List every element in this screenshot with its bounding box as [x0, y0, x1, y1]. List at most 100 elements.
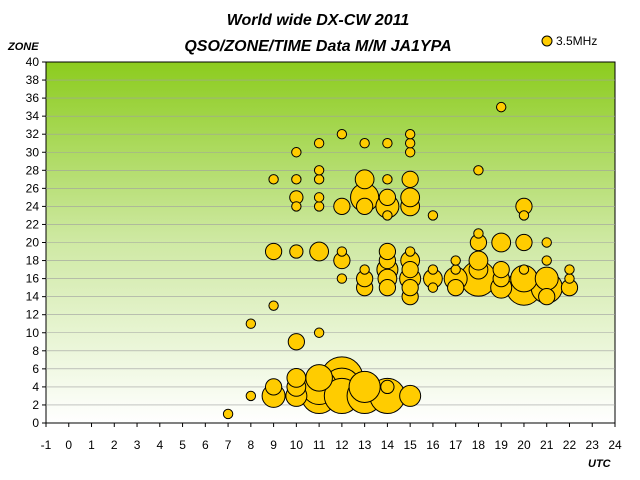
- data-point: [491, 232, 512, 253]
- y-tick-label: 10: [26, 326, 40, 340]
- data-point: [518, 264, 530, 275]
- data-point: [268, 300, 279, 311]
- data-point: [541, 237, 552, 248]
- y-tick-label: 38: [26, 73, 40, 87]
- x-tick-label: 4: [156, 438, 163, 452]
- data-point: [336, 246, 348, 257]
- x-tick-label: 3: [134, 438, 141, 452]
- x-axis-ticks: -1 0 1 2 3 4 5 6 7 8 9 10 11 12 13 14 15 16 17 18 19 20 21 22 23…: [41, 423, 622, 452]
- data-point: [313, 192, 325, 203]
- data-point: [289, 244, 304, 259]
- x-tick-label: 15: [403, 438, 417, 452]
- data-point: [382, 174, 393, 185]
- data-point: [264, 378, 283, 396]
- data-point: [401, 260, 419, 279]
- y-tick-label: 4: [32, 380, 39, 394]
- x-tick-label: 10: [290, 438, 304, 452]
- y-tick-label: 34: [26, 109, 40, 123]
- y-tick-label: 24: [26, 199, 40, 213]
- data-point: [348, 370, 381, 403]
- x-tick-label: 6: [202, 438, 209, 452]
- chart-title: World wide DX-CW 2011: [227, 12, 410, 29]
- x-tick-label: 5: [179, 438, 186, 452]
- data-point: [378, 188, 397, 207]
- data-point: [496, 101, 507, 113]
- legend-label: 3.5MHz: [556, 34, 597, 48]
- y-tick-label: 8: [32, 344, 39, 358]
- data-point: [427, 282, 439, 293]
- data-point: [541, 255, 552, 266]
- legend-marker: [541, 35, 553, 47]
- x-tick-label: 21: [540, 438, 554, 452]
- data-point: [400, 187, 421, 208]
- data-point: [291, 174, 302, 185]
- y-tick-label: 36: [26, 91, 40, 105]
- data-point: [356, 197, 374, 216]
- data-point: [404, 246, 416, 257]
- data-point: [286, 367, 307, 388]
- data-point: [336, 129, 348, 140]
- data-point: [354, 169, 375, 190]
- data-point: [305, 364, 333, 392]
- data-point: [382, 138, 393, 149]
- data-point: [427, 210, 439, 221]
- data-point: [382, 210, 393, 221]
- x-axis-title: UTC: [588, 458, 612, 470]
- chart-subtitle: QSO/ZONE/TIME Data M/M JA1YPA: [184, 38, 451, 55]
- data-points: [222, 101, 579, 420]
- data-point: [291, 147, 302, 158]
- y-tick-label: 18: [26, 254, 40, 268]
- data-point: [245, 390, 257, 402]
- data-point: [534, 266, 559, 291]
- data-point: [313, 327, 325, 338]
- data-point: [245, 318, 257, 329]
- data-point: [336, 273, 348, 284]
- x-tick-label: 19: [495, 438, 509, 452]
- data-point: [222, 408, 234, 420]
- data-point: [264, 242, 283, 261]
- data-point: [564, 264, 575, 275]
- x-tick-label: 11: [313, 438, 326, 452]
- y-tick-label: 30: [26, 145, 40, 159]
- x-tick-label: -1: [41, 438, 52, 452]
- data-point: [313, 174, 325, 185]
- data-point: [473, 165, 484, 176]
- x-tick-label: 14: [381, 438, 395, 452]
- data-point: [313, 138, 325, 149]
- data-point: [515, 233, 533, 252]
- y-tick-label: 26: [26, 181, 40, 195]
- data-point: [404, 129, 416, 140]
- y-tick-label: 6: [32, 362, 39, 376]
- data-point: [380, 379, 395, 395]
- data-point: [359, 264, 370, 275]
- y-tick-label: 16: [26, 272, 40, 286]
- data-point: [450, 264, 461, 275]
- y-axis-title: ZONE: [7, 41, 39, 53]
- data-point: [333, 197, 351, 216]
- x-tick-label: 24: [608, 438, 622, 452]
- data-point: [492, 260, 510, 279]
- data-point: [518, 210, 530, 221]
- y-tick-label: 32: [26, 127, 40, 141]
- data-point: [447, 278, 465, 297]
- y-tick-label: 14: [26, 290, 40, 304]
- data-point: [404, 138, 416, 149]
- data-point: [291, 201, 302, 212]
- data-point: [401, 278, 419, 297]
- x-tick-label: 18: [472, 438, 486, 452]
- x-tick-label: 2: [111, 438, 118, 452]
- data-point: [399, 384, 422, 407]
- x-tick-label: 7: [225, 438, 232, 452]
- data-point: [450, 255, 461, 266]
- x-tick-label: 23: [586, 438, 600, 452]
- data-point: [473, 228, 484, 239]
- x-tick-label: 12: [335, 438, 349, 452]
- y-tick-label: 22: [26, 217, 40, 231]
- y-tick-label: 2: [32, 398, 39, 412]
- data-point: [404, 147, 416, 158]
- data-point: [401, 170, 419, 188]
- x-tick-label: 0: [65, 438, 72, 452]
- data-point: [468, 250, 489, 271]
